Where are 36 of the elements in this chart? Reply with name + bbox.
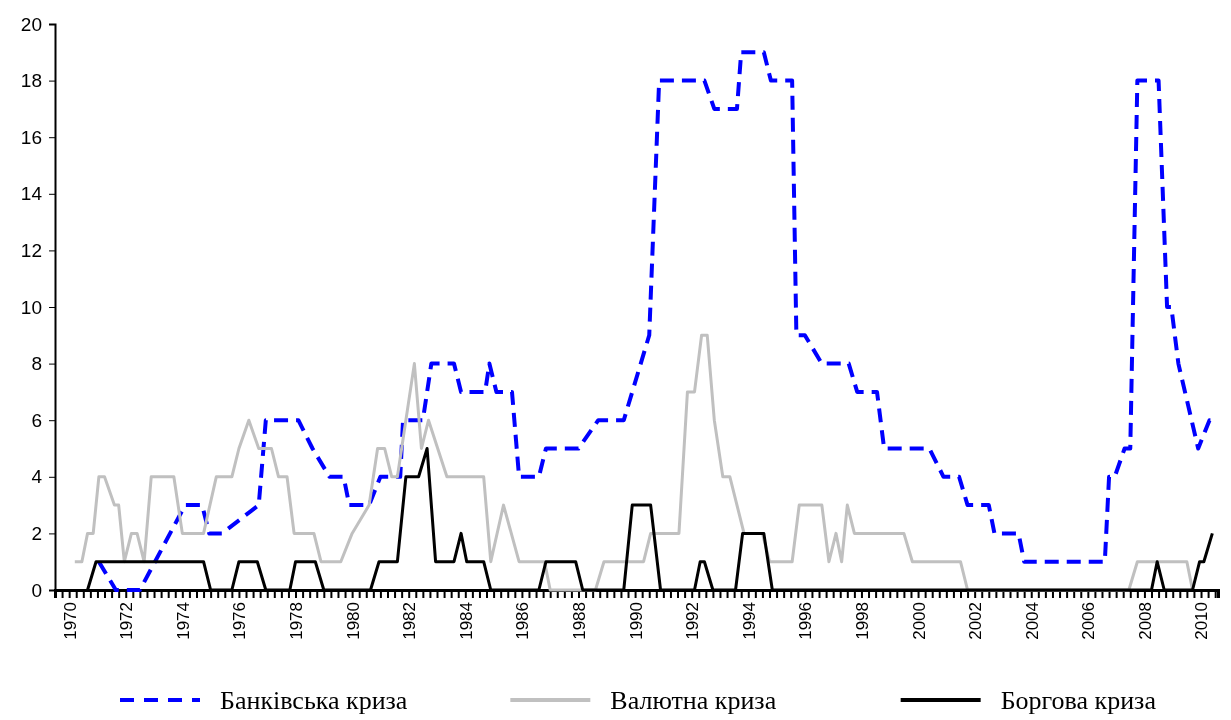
y-tick-label: 8 [31, 353, 42, 375]
x-tick-label: 1974 [173, 602, 193, 640]
y-tick-label: 16 [20, 126, 42, 148]
legend-label: Банківська криза [220, 686, 408, 715]
y-tick-label: 4 [31, 466, 43, 488]
y-tick-label: 18 [20, 70, 42, 92]
legend-label: Боргова криза [1000, 686, 1157, 715]
legend-label: Валютна криза [610, 686, 777, 715]
x-tick-label: 2002 [966, 602, 986, 640]
y-tick-label: 2 [31, 522, 42, 544]
x-tick-label: 2004 [1022, 602, 1042, 640]
x-tick-label: 1990 [626, 602, 646, 640]
y-tick-label: 0 [31, 579, 42, 601]
y-tick-label: 6 [31, 409, 42, 431]
x-tick-label: 1994 [739, 602, 759, 640]
x-tick-label: 1998 [852, 602, 872, 640]
x-tick-label: 2000 [909, 602, 929, 640]
y-tick-label: 12 [20, 239, 42, 261]
x-tick-label: 2008 [1135, 602, 1155, 640]
x-tick-label: 1982 [400, 602, 420, 640]
x-tick-label: 1996 [796, 602, 816, 640]
x-tick-label: 1980 [343, 602, 363, 640]
x-tick-label: 2006 [1079, 602, 1099, 640]
x-tick-label: 1986 [513, 602, 533, 640]
x-tick-label: 1970 [60, 602, 80, 640]
line-series [73, 333, 1195, 592]
x-tick-label: 1972 [117, 602, 137, 640]
x-tick-label: 1984 [456, 602, 476, 640]
x-tick-label: 2010 [1192, 602, 1212, 640]
y-tick-label: 14 [20, 183, 43, 205]
y-tick-label: 20 [20, 13, 42, 35]
x-tick-label: 1976 [230, 602, 250, 640]
y-tick-label: 10 [20, 296, 42, 318]
x-tick-label: 1992 [683, 602, 703, 640]
x-tick-label: 1978 [286, 602, 306, 640]
x-tick-label: 1988 [569, 602, 589, 640]
